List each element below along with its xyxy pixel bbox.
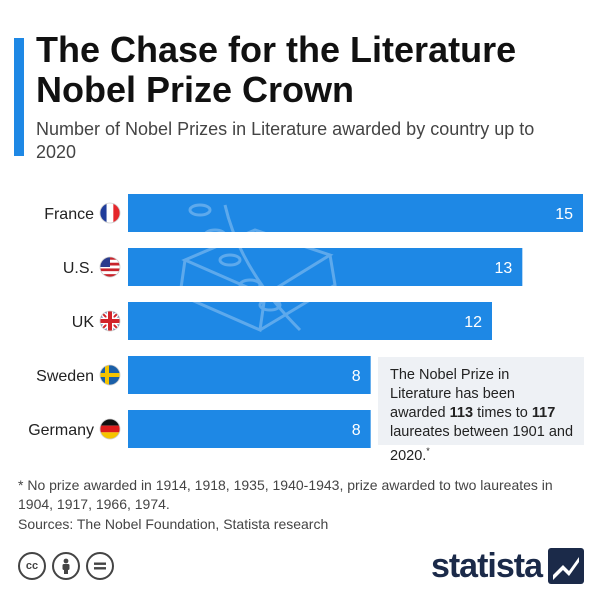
sweden-flag-icon [100, 365, 120, 385]
category-label: France [44, 206, 94, 223]
statista-logo[interactable]: statista [431, 548, 584, 584]
cc-icon[interactable]: cc [18, 552, 46, 580]
title-accent-bar [14, 38, 24, 156]
callout-mid: times to [477, 405, 528, 421]
chart-title: The Chase for the Literature Nobel Prize… [36, 29, 517, 110]
nd-icon[interactable] [86, 552, 114, 580]
chart-subtitle: Number of Nobel Prizes in Literature awa… [36, 119, 535, 162]
statista-mark-icon [548, 548, 584, 584]
book-watermark-icon [178, 203, 337, 333]
bar-germany [128, 410, 371, 448]
usa-flag-icon [100, 257, 120, 277]
callout-laureates-count: 117 [531, 405, 556, 421]
value-label: 8 [352, 368, 361, 385]
category-label: Germany [28, 422, 94, 439]
callout-footnote-mark: * [426, 446, 430, 456]
value-label: 12 [464, 314, 482, 331]
germany-flag-icon [100, 419, 120, 439]
callout-awards-count: 113 [449, 405, 474, 421]
bar-uk [128, 302, 492, 340]
value-label: 15 [555, 206, 573, 223]
value-label: 13 [495, 260, 513, 277]
category-label: U.S. [63, 260, 94, 277]
callout-suffix: laureates between 1901 and 2020. [390, 424, 574, 464]
brand-name: statista [430, 547, 543, 585]
category-label: Sweden [36, 368, 94, 385]
by-icon[interactable] [52, 552, 80, 580]
france-flag-icon [100, 203, 120, 223]
bar-chart: 15 France 13 U.S. 12 UK 8 Sweden 8 Germany [28, 194, 583, 448]
uk-flag-icon [100, 311, 120, 331]
summary-callout: The Nobel Prize in Literature has been a… [378, 357, 584, 464]
bar-us [128, 248, 523, 286]
bar-france [128, 194, 583, 232]
category-label: UK [72, 314, 95, 331]
license-icons: cc [18, 552, 114, 580]
source-note: Sources: The Nobel Foundation, Statista … [18, 516, 329, 532]
footnote: * No prize awarded in 1914, 1918, 1935, … [18, 477, 553, 512]
callout-prefix: The Nobel Prize in Literature has been a… [390, 367, 515, 421]
bar-sweden [128, 356, 371, 394]
value-label: 8 [352, 422, 361, 439]
